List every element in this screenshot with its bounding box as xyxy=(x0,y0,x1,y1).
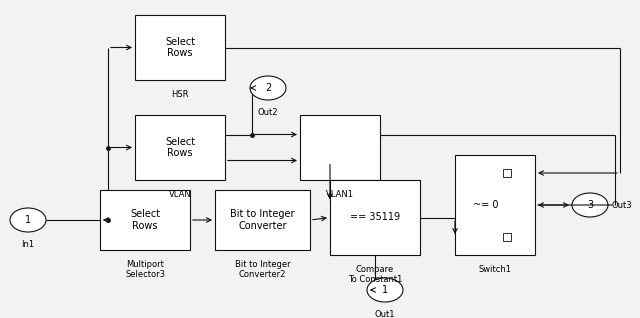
Bar xyxy=(330,180,420,255)
Text: Select
Rows: Select Rows xyxy=(165,137,195,158)
Bar xyxy=(455,155,535,255)
Text: VLAN: VLAN xyxy=(168,190,191,199)
Text: Select
Rows: Select Rows xyxy=(130,209,160,231)
Text: Bit to Integer
Converter: Bit to Integer Converter xyxy=(230,209,295,231)
Bar xyxy=(300,115,380,180)
Text: VLAN1: VLAN1 xyxy=(326,190,354,199)
Text: Compare
To Constant1: Compare To Constant1 xyxy=(348,265,402,284)
Text: 1: 1 xyxy=(25,215,31,225)
Text: HSR: HSR xyxy=(172,90,189,99)
Text: Out1: Out1 xyxy=(375,310,396,318)
Text: Out2: Out2 xyxy=(258,108,278,117)
Text: 3: 3 xyxy=(587,200,593,210)
Bar xyxy=(100,190,190,250)
Text: Out3: Out3 xyxy=(612,201,632,210)
Text: Bit to Integer
Converter2: Bit to Integer Converter2 xyxy=(235,260,291,280)
Bar xyxy=(503,233,511,241)
Text: In1: In1 xyxy=(21,240,35,249)
Text: ~= 0: ~= 0 xyxy=(473,200,498,210)
Ellipse shape xyxy=(572,193,608,217)
Text: 1: 1 xyxy=(382,285,388,295)
Bar xyxy=(135,15,225,80)
Ellipse shape xyxy=(250,76,286,100)
Text: Switch1: Switch1 xyxy=(479,265,511,274)
Text: == 35119: == 35119 xyxy=(350,212,400,223)
Ellipse shape xyxy=(367,278,403,302)
Bar xyxy=(135,115,225,180)
Ellipse shape xyxy=(10,208,46,232)
Text: Select
Rows: Select Rows xyxy=(165,37,195,58)
Bar xyxy=(503,169,511,177)
Text: Multiport
Selector3: Multiport Selector3 xyxy=(125,260,165,280)
Text: 2: 2 xyxy=(265,83,271,93)
Bar xyxy=(215,190,310,250)
